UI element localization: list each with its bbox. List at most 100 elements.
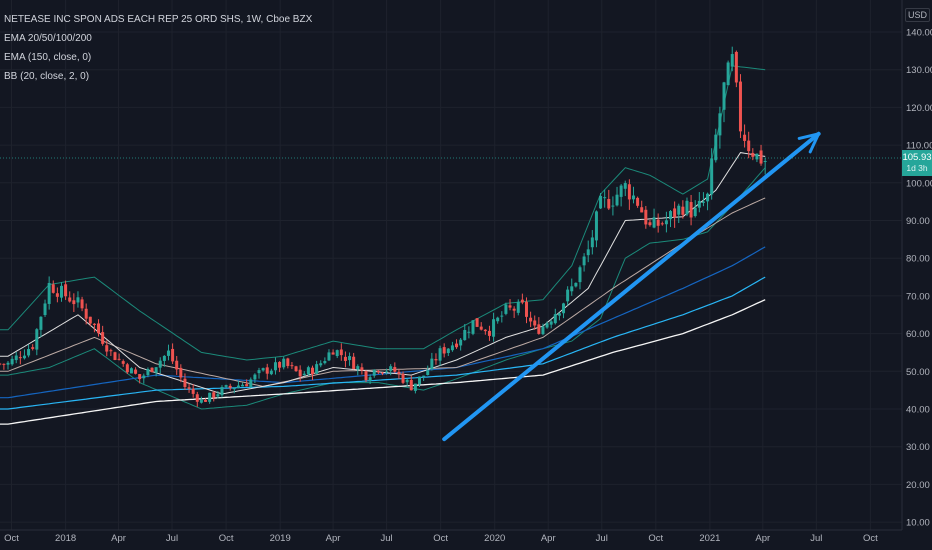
- candle-body: [496, 317, 500, 322]
- candle-body: [216, 394, 220, 397]
- time-tick-label: Jul: [166, 533, 178, 544]
- candle-body: [261, 368, 265, 371]
- trendline-arrowhead: [797, 132, 821, 154]
- candle-body: [327, 352, 331, 361]
- candle-body: [306, 367, 310, 375]
- candle-body: [685, 200, 689, 215]
- candle-body: [195, 394, 199, 402]
- ema150-legend[interactable]: EMA (150, close, 0): [4, 52, 92, 63]
- candle-body: [397, 371, 401, 374]
- candle-body: [434, 359, 438, 361]
- price-tick-label: 70.00: [906, 291, 930, 302]
- candle-body: [594, 211, 598, 241]
- candle-body: [228, 385, 232, 388]
- candle-body: [656, 219, 660, 226]
- candle-body: [97, 323, 101, 334]
- price-scale[interactable]: 140.00 130.00 120.00 110.00 100.00 90.00 80.00…: [906, 28, 932, 529]
- candle-body: [652, 217, 656, 228]
- chart-grid: [0, 0, 902, 530]
- currency-label[interactable]: USD: [905, 8, 931, 22]
- candle-body: [619, 185, 623, 197]
- candle-body: [759, 150, 763, 164]
- candle-body: [541, 326, 545, 335]
- candle-body: [335, 350, 339, 357]
- candle-body: [545, 323, 549, 328]
- ema-legend[interactable]: EMA 20/50/100/200: [4, 33, 92, 44]
- candle-body: [68, 297, 72, 302]
- candle-body: [253, 374, 257, 380]
- candle-body: [533, 320, 537, 326]
- candle-body: [582, 256, 586, 266]
- ema-lines: [0, 152, 766, 425]
- candle-body: [179, 367, 183, 378]
- candle-body: [714, 134, 718, 161]
- candle-body: [438, 348, 442, 361]
- candle-body: [471, 320, 475, 334]
- price-tick-label: 40.00: [906, 405, 930, 416]
- symbol-title[interactable]: NETEASE INC SPON ADS EACH REP 25 ORD SHS…: [4, 14, 313, 25]
- candle-body: [154, 367, 158, 373]
- candle-body: [31, 347, 35, 349]
- candle-body: [446, 348, 450, 354]
- candle-body: [64, 284, 68, 297]
- candle-body: [418, 376, 421, 385]
- candle-body: [701, 201, 705, 203]
- candle-body: [150, 367, 154, 373]
- candle-body: [673, 208, 677, 218]
- time-tick-label: 2018: [55, 533, 76, 544]
- candle-body: [603, 197, 607, 199]
- candle-body: [356, 366, 360, 370]
- price-tick-label: 100.00: [906, 178, 932, 189]
- candle-body: [278, 361, 282, 368]
- candle-body: [627, 184, 631, 200]
- bar-countdown: 1d 3h: [906, 163, 928, 173]
- trendline-drawing[interactable]: [442, 131, 821, 442]
- time-scale[interactable]: Oct 2018 Apr Jul Oct 2019 Apr Jul Oct 2020 Apr Jul O…: [4, 533, 878, 544]
- candle-body: [479, 326, 483, 330]
- candle-body: [84, 308, 88, 319]
- bb-upper-line: [0, 65, 766, 361]
- time-tick-label: Jul: [596, 533, 608, 544]
- candle-body: [508, 305, 512, 308]
- time-tick-label: Jul: [381, 533, 393, 544]
- candle-body: [35, 329, 39, 350]
- candle-body: [117, 358, 121, 360]
- candle-body: [422, 375, 426, 377]
- candle-body: [290, 365, 294, 367]
- bb-legend[interactable]: BB (20, close, 2, 0): [4, 71, 90, 82]
- candle-body: [615, 194, 619, 206]
- candle-body: [751, 152, 755, 157]
- time-tick-label: Apr: [326, 533, 341, 544]
- candle-body: [483, 329, 487, 332]
- candle-body: [726, 62, 730, 86]
- time-tick-label: Jul: [810, 533, 822, 544]
- candle-body: [553, 314, 557, 324]
- candle-body: [294, 366, 298, 372]
- candle-body: [520, 299, 524, 303]
- candle-body: [175, 360, 179, 370]
- candle-body: [487, 330, 491, 336]
- candle-body: [249, 379, 253, 388]
- candle-body: [166, 350, 170, 356]
- candle-body: [298, 369, 302, 377]
- candle-body: [578, 267, 582, 283]
- candle-body: [18, 357, 22, 359]
- candle-body: [142, 375, 146, 379]
- candle-body: [134, 369, 138, 374]
- candle-body: [611, 205, 615, 207]
- price-tick-label: 20.00: [906, 480, 930, 491]
- candle-body: [385, 371, 389, 373]
- candle-body: [669, 211, 673, 220]
- candle-body: [282, 358, 286, 368]
- candle-body: [273, 362, 277, 371]
- candle-body: [566, 289, 570, 302]
- candle-body: [640, 207, 644, 213]
- candle-body: [171, 348, 175, 362]
- candle-body: [343, 356, 347, 361]
- candle-body: [22, 355, 26, 359]
- candle-body: [204, 399, 208, 402]
- candlesticks: [0, 46, 767, 407]
- candle-body: [644, 209, 648, 225]
